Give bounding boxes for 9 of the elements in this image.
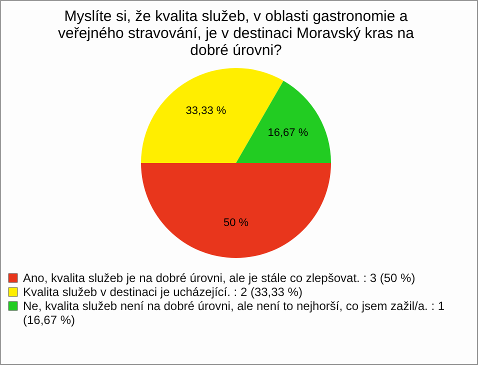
data-label: 33,33 % bbox=[186, 105, 226, 118]
legend-label: Ne, kvalita služeb není na dobré úrovni, ale není to nejhorší, co jsem zažil/a. : 1 (16,67 %) bbox=[23, 299, 445, 327]
legend-label: Kvalita služeb v destinaci je ucházející. : 2 (33,33 %) bbox=[23, 285, 302, 299]
pie-slice bbox=[141, 163, 331, 258]
data-label: 16,67 % bbox=[268, 126, 308, 139]
pie-slice bbox=[236, 80, 331, 163]
legend-label: Ano, kvalita služeb je na dobré úrovni, ale je stále co zlepšovat. : 3 (50 %) bbox=[23, 271, 416, 285]
data-label: 50 % bbox=[223, 217, 249, 229]
chart-title: Myslíte si, že kvalita služeb, v oblasti gastronomie a veřejného stravování, je v destinaci Moravský kras na dobré úrovni? bbox=[58, 8, 415, 59]
